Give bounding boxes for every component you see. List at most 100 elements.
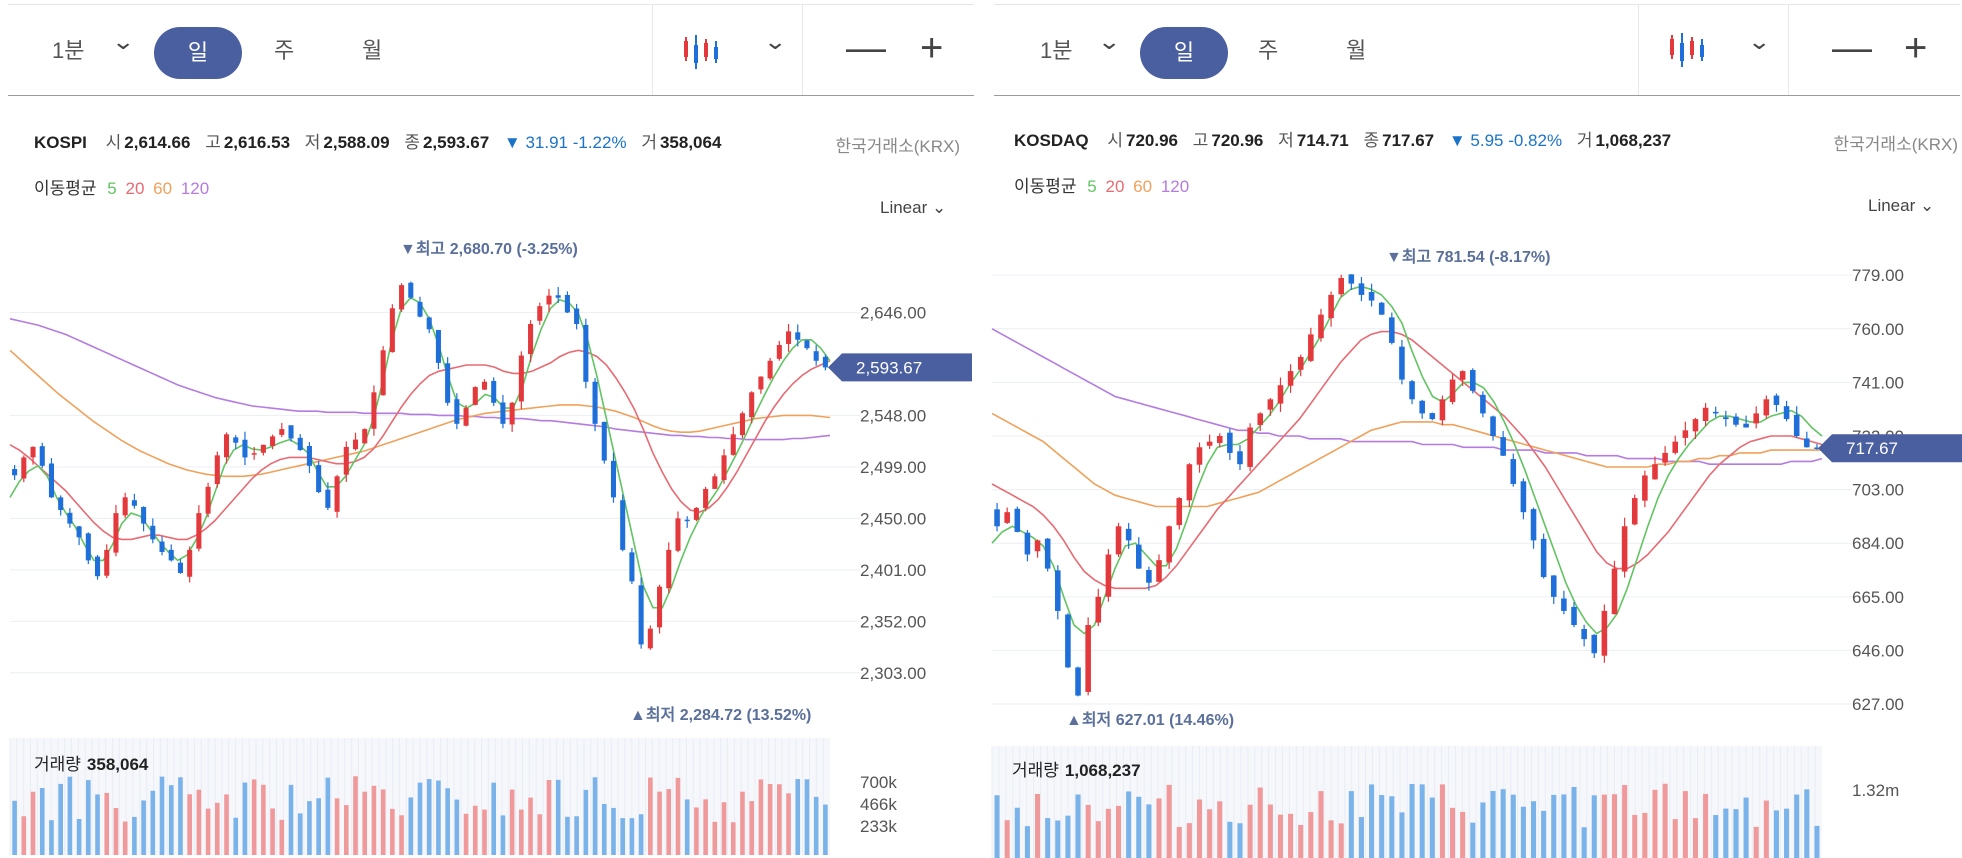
volume-bar	[1460, 811, 1466, 858]
candle	[994, 509, 1000, 527]
volume-bar	[528, 797, 533, 855]
volume-bar	[555, 779, 561, 855]
chevron-down-icon[interactable]: ⌄	[111, 29, 136, 54]
interval-select[interactable]: 1분	[1040, 38, 1073, 63]
volume-bar	[721, 802, 727, 855]
toolbar-divider	[802, 5, 803, 95]
tab-day[interactable]: 일	[154, 27, 242, 79]
volume-bar	[1429, 797, 1435, 858]
candle	[306, 445, 312, 466]
volume-bar	[1632, 814, 1638, 858]
tab-week[interactable]: 주	[1258, 38, 1279, 63]
candle	[168, 549, 174, 561]
kosdaq-candlestick-chart[interactable]: 779.00760.00741.00722.00703.00684.00665.…	[986, 0, 1962, 858]
volume-bar	[159, 776, 165, 855]
candle	[270, 436, 276, 447]
candle	[1247, 427, 1253, 467]
candle	[399, 285, 405, 310]
candle	[1642, 475, 1648, 501]
candle	[343, 446, 349, 475]
volume-bar	[150, 790, 156, 855]
candle	[1115, 526, 1122, 555]
kospi-candlestick-chart[interactable]: 2,646.00 2,548.00 2,499.00 2,450.00 2,401.00…	[0, 0, 976, 858]
candle	[1308, 334, 1314, 361]
candle	[1510, 459, 1517, 484]
tab-day[interactable]: 일	[1140, 27, 1228, 79]
candle	[1692, 419, 1699, 432]
candle	[131, 500, 137, 506]
candle	[583, 324, 589, 382]
chevron-down-icon[interactable]: ⌄	[1747, 29, 1772, 54]
candle	[233, 437, 239, 443]
y-tick-label: 684.00	[1852, 534, 1904, 553]
candlestick-icon[interactable]	[682, 31, 726, 73]
volume-bar	[399, 815, 404, 855]
candle	[1348, 274, 1355, 284]
volume-bar	[1288, 813, 1294, 858]
candle	[1024, 532, 1031, 555]
candle	[1318, 314, 1324, 339]
volume-value: 1,068,237	[1595, 131, 1672, 150]
moving-average-legend: 이동평균 5 20 60 120	[1014, 172, 1195, 197]
chevron-down-icon[interactable]: ⌄	[763, 29, 788, 54]
volume-bar	[1541, 810, 1547, 858]
candle	[528, 324, 534, 355]
scale-select[interactable]: Linear ⌄	[1868, 196, 1934, 216]
volume-bar	[1004, 820, 1010, 858]
low-label: 저	[1278, 131, 1294, 150]
volume-bar	[1065, 815, 1071, 858]
volume-bar	[1095, 821, 1101, 858]
y-tick-label: 703.00	[1852, 481, 1904, 500]
close-label: 종	[1363, 131, 1380, 150]
ma5-line	[9, 296, 831, 609]
volume-bar	[777, 784, 782, 855]
candle	[1166, 526, 1172, 563]
interval-select[interactable]: 1분	[52, 38, 85, 63]
y-tick-label: 2,303.00	[860, 664, 926, 683]
scale-select[interactable]: Linear ⌄	[880, 198, 946, 218]
volume-bar	[205, 808, 211, 855]
volume-bar	[1328, 820, 1334, 858]
candle	[1723, 417, 1729, 420]
volume-bar	[1692, 818, 1699, 858]
candle	[684, 519, 690, 522]
y-tick-label: 665.00	[1852, 588, 1904, 607]
candle	[666, 549, 672, 589]
volume-bar	[1581, 827, 1587, 858]
zoom-in-button[interactable]: +	[1904, 26, 1928, 70]
volume-bar	[1591, 795, 1597, 858]
volume-bar	[1237, 823, 1243, 858]
ma20-legend: 20	[1105, 177, 1125, 196]
volume-bar	[1753, 826, 1759, 858]
volume-bar	[279, 819, 285, 855]
zoom-in-button[interactable]: +	[920, 26, 944, 70]
scale-label: Linear	[1868, 196, 1916, 215]
volume-bar	[288, 784, 294, 855]
zoom-out-button[interactable]: —	[846, 26, 886, 70]
candle	[758, 376, 764, 390]
candle	[786, 331, 792, 344]
candle	[1105, 554, 1112, 597]
tab-month[interactable]: 월	[362, 38, 383, 63]
volume-bar	[1439, 784, 1445, 858]
candle	[1601, 610, 1608, 656]
candle	[1470, 370, 1476, 391]
tab-month[interactable]: 월	[1346, 38, 1367, 63]
candlestick-icon[interactable]	[1668, 29, 1712, 71]
candle	[214, 455, 220, 485]
chevron-down-icon[interactable]: ⌄	[1097, 29, 1122, 54]
volume-bar	[371, 785, 377, 855]
volume-bar	[132, 816, 137, 855]
volume-bar	[749, 801, 754, 855]
tab-week[interactable]: 주	[274, 38, 295, 63]
candle	[693, 507, 699, 520]
open-value: 720.96	[1126, 131, 1178, 150]
candle	[813, 351, 819, 361]
volume-bar	[1186, 823, 1192, 858]
zoom-out-button[interactable]: —	[1832, 26, 1872, 70]
candle	[1055, 570, 1061, 611]
chevron-down-icon: ⌄	[1920, 196, 1935, 215]
close-label: 종	[404, 133, 420, 152]
toolbar-divider	[652, 5, 653, 95]
candle	[1186, 464, 1193, 501]
